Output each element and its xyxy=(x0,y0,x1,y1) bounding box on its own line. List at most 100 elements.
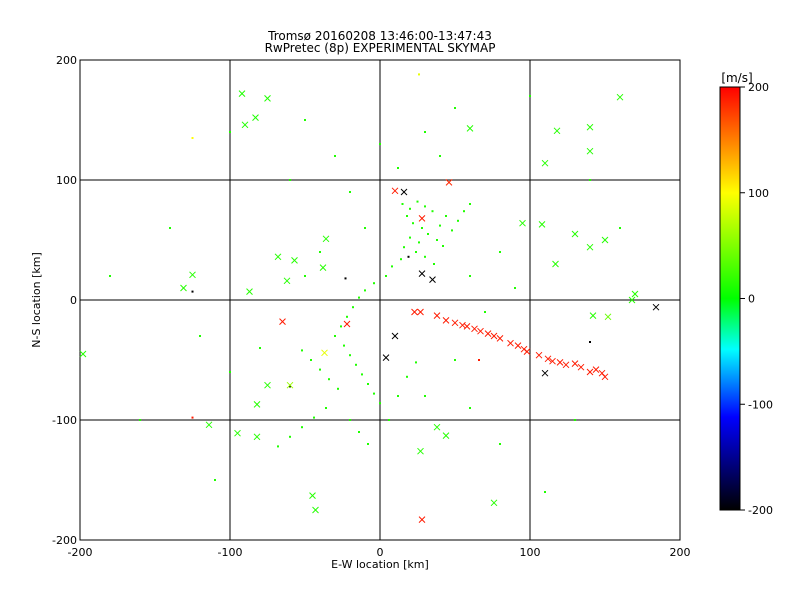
data-point-x xyxy=(586,368,594,376)
data-point-x xyxy=(459,321,466,329)
data-point-x xyxy=(523,348,531,355)
data-point-x xyxy=(264,381,271,389)
data-point-dot xyxy=(191,290,194,293)
data-point-dot xyxy=(397,167,399,169)
data-point-dot xyxy=(199,335,201,337)
data-point-dot xyxy=(319,368,321,371)
data-point-dot xyxy=(406,375,408,378)
data-point-dot xyxy=(391,265,393,268)
data-point-dot xyxy=(409,207,411,210)
data-point-x xyxy=(586,243,594,251)
data-point-dot xyxy=(313,416,315,419)
data-point-x xyxy=(442,317,450,324)
data-point-x xyxy=(418,516,426,523)
data-point-x xyxy=(252,114,259,121)
data-point-dot xyxy=(589,341,591,343)
data-point-x xyxy=(343,320,351,328)
x-tick-labels: -200 -100 0 100 200 xyxy=(68,546,691,559)
data-point-dot xyxy=(400,258,402,261)
data-point-dot xyxy=(454,107,456,109)
x-tick-label: 200 xyxy=(670,546,691,559)
data-point-x xyxy=(463,323,471,330)
data-point-x xyxy=(571,230,579,238)
data-point-x xyxy=(514,342,522,349)
x-tick-label: -100 xyxy=(218,546,243,559)
data-point-dot xyxy=(337,387,339,390)
data-point-dot xyxy=(407,255,410,258)
data-point-dot xyxy=(304,119,306,121)
data-point-dot xyxy=(344,277,347,280)
data-point-x xyxy=(604,313,612,321)
data-point-dot xyxy=(352,306,354,309)
chart-title-line2: RwPretec (8p) EXPERIMENTAL SKYMAP xyxy=(265,41,496,55)
data-point-x xyxy=(391,187,399,195)
y-tick-label: 200 xyxy=(56,54,77,67)
data-point-x xyxy=(484,330,492,337)
data-point-x xyxy=(490,499,498,507)
data-point-x xyxy=(535,351,543,359)
data-point-dot xyxy=(379,402,381,405)
grid-lines xyxy=(80,60,680,540)
data-point-dot xyxy=(289,435,291,438)
data-point-dot xyxy=(451,229,453,232)
data-point-x xyxy=(601,236,609,244)
data-point-dot xyxy=(415,361,417,364)
data-point-x xyxy=(180,284,187,292)
data-point-dot xyxy=(457,219,459,222)
data-point-x xyxy=(652,303,660,311)
y-tick-labels: -200 -100 0 100 200 xyxy=(52,54,77,547)
data-point-dot xyxy=(343,344,345,347)
data-point-x xyxy=(418,270,426,277)
data-point-dot xyxy=(454,359,456,361)
data-point-x xyxy=(274,253,282,261)
data-point-dot xyxy=(424,255,426,258)
data-point-dot xyxy=(169,227,171,229)
data-point-dot xyxy=(358,296,360,299)
data-point-dot xyxy=(401,203,404,205)
data-point-dot xyxy=(289,385,291,388)
data-point-x xyxy=(309,492,316,499)
data-point-dot xyxy=(409,236,411,239)
colorbar-label: [m/s] xyxy=(721,71,752,85)
data-point-x xyxy=(382,354,390,361)
data-point-dot xyxy=(364,289,366,292)
data-point-dot xyxy=(418,73,420,76)
data-point-x xyxy=(417,308,424,316)
y-tick-label: -200 xyxy=(52,534,77,547)
data-point-dot xyxy=(385,275,387,277)
data-point-dot xyxy=(340,325,342,328)
data-point-dot xyxy=(355,363,357,366)
data-point-x xyxy=(586,123,594,131)
data-point-x xyxy=(321,349,328,357)
data-point-x xyxy=(553,127,561,135)
data-point-x xyxy=(519,219,526,227)
y-tick-label: -100 xyxy=(52,414,77,427)
data-point-dot xyxy=(424,205,426,208)
data-point-x xyxy=(541,369,549,377)
data-point-dot xyxy=(445,215,447,217)
data-point-x xyxy=(556,359,564,366)
data-point-x xyxy=(589,312,597,319)
data-point-x xyxy=(433,423,441,431)
data-point-x xyxy=(477,327,484,335)
data-point-x xyxy=(466,125,474,132)
x-tick-label: 100 xyxy=(520,546,541,559)
data-point-x xyxy=(552,260,559,268)
data-point-x xyxy=(496,335,504,342)
data-markers xyxy=(79,73,660,523)
y-tick-label: 0 xyxy=(70,294,77,307)
data-point-dot xyxy=(229,131,231,133)
data-point-x xyxy=(445,179,453,186)
colorbar-tick-label: -200 xyxy=(748,504,773,517)
data-point-x xyxy=(234,429,241,437)
data-point-x xyxy=(246,288,253,295)
data-point-dot xyxy=(289,179,291,181)
data-point-dot xyxy=(349,191,351,193)
data-point-dot xyxy=(319,251,321,253)
data-point-dot xyxy=(439,155,441,157)
data-point-dot xyxy=(367,443,369,445)
data-point-dot xyxy=(364,227,366,229)
data-point-dot xyxy=(328,378,330,381)
data-point-x xyxy=(312,506,319,514)
data-point-dot xyxy=(619,227,621,229)
